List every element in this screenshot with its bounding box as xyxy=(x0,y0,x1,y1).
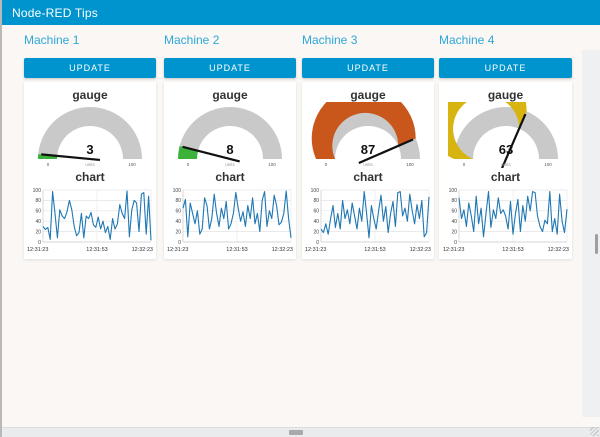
svg-text:100: 100 xyxy=(33,188,42,194)
update-button[interactable]: UPDATE xyxy=(24,58,156,78)
group-title: Machine 4 xyxy=(439,33,495,47)
svg-text:40: 40 xyxy=(313,219,319,225)
gauge-widget: 87 0 units 100 xyxy=(311,102,420,167)
dashboard-content: Machine 1 UPDATE gauge 3 0 units 100 chart … xyxy=(2,25,600,427)
svg-text:8: 8 xyxy=(226,142,233,157)
line-chart: 0 20 40 60 80 100 12:31:23 12:31:53 12:32:23 xyxy=(27,188,153,253)
line-chart: 0 20 40 60 80 100 12:31:23 12:31:53 12:32:23 xyxy=(167,188,293,253)
chart-title: chart xyxy=(490,170,521,184)
svg-text:0: 0 xyxy=(316,240,319,246)
svg-text:100: 100 xyxy=(406,162,414,167)
svg-text:0: 0 xyxy=(462,162,465,167)
svg-text:12:31:23: 12:31:23 xyxy=(167,247,188,253)
svg-text:100: 100 xyxy=(311,188,320,194)
svg-text:20: 20 xyxy=(313,229,319,235)
gauge-widget: 8 0 units 100 xyxy=(178,107,282,167)
svg-text:100: 100 xyxy=(544,162,552,167)
svg-text:40: 40 xyxy=(175,219,181,225)
svg-text:100: 100 xyxy=(268,162,276,167)
gauge-title: gauge xyxy=(72,88,108,102)
svg-text:80: 80 xyxy=(451,198,457,204)
svg-text:units: units xyxy=(85,162,95,167)
svg-text:12:32:23: 12:32:23 xyxy=(410,247,431,253)
widget-card: gauge 63 0 units 100 chart 0 20 40 60 80 100 12:3… xyxy=(439,82,572,259)
vertical-scrollbar-track[interactable] xyxy=(582,50,600,417)
svg-text:60: 60 xyxy=(35,209,41,215)
group-title: Machine 2 xyxy=(164,33,220,47)
svg-text:0: 0 xyxy=(187,162,190,167)
update-button[interactable]: UPDATE xyxy=(164,58,296,78)
gauge-title: gauge xyxy=(487,88,524,102)
svg-text:100: 100 xyxy=(448,188,457,194)
svg-text:12:31:53: 12:31:53 xyxy=(226,247,247,253)
machine-group: Machine 1 UPDATE gauge 3 0 units 100 chart … xyxy=(24,31,156,259)
svg-text:20: 20 xyxy=(451,229,457,235)
group-title: Machine 1 xyxy=(24,33,80,47)
svg-text:12:31:53: 12:31:53 xyxy=(364,247,385,253)
svg-text:12:31:23: 12:31:23 xyxy=(27,247,48,253)
chart-title: chart xyxy=(215,170,245,184)
gauge-widget: 63 0 units 100 xyxy=(447,102,558,168)
gauge-widget: 3 0 units 100 xyxy=(38,107,142,167)
widget-card: gauge 87 0 units 100 chart 0 20 40 60 80 100 12:3… xyxy=(302,82,434,259)
chart-title: chart xyxy=(75,170,105,184)
svg-text:80: 80 xyxy=(35,198,41,204)
svg-text:units: units xyxy=(363,162,373,167)
update-button[interactable]: UPDATE xyxy=(439,58,572,78)
update-button[interactable]: UPDATE xyxy=(302,58,434,78)
svg-text:3: 3 xyxy=(86,142,93,157)
horizontal-scrollbar-track[interactable] xyxy=(2,427,600,437)
chart-title: chart xyxy=(353,170,383,184)
svg-text:12:32:23: 12:32:23 xyxy=(132,247,153,253)
svg-text:12:31:53: 12:31:53 xyxy=(86,247,107,253)
svg-text:0: 0 xyxy=(325,162,328,167)
svg-text:0: 0 xyxy=(38,240,41,246)
svg-text:40: 40 xyxy=(451,219,457,225)
svg-text:60: 60 xyxy=(451,209,457,215)
svg-text:0: 0 xyxy=(47,162,50,167)
svg-text:60: 60 xyxy=(313,209,319,215)
svg-text:12:32:23: 12:32:23 xyxy=(272,247,293,253)
svg-text:12:31:23: 12:31:23 xyxy=(443,247,464,253)
svg-text:12:32:23: 12:32:23 xyxy=(547,247,568,253)
svg-text:20: 20 xyxy=(35,229,41,235)
gauge-title: gauge xyxy=(212,88,248,102)
svg-text:100: 100 xyxy=(173,188,182,194)
vertical-scrollbar-thumb[interactable] xyxy=(595,234,598,254)
line-chart: 0 20 40 60 80 100 12:31:23 12:31:53 12:32:23 xyxy=(443,188,569,253)
svg-text:units: units xyxy=(225,162,235,167)
machine-group: Machine 2 UPDATE gauge 8 0 units 100 chart … xyxy=(164,31,296,259)
group-title: Machine 3 xyxy=(302,33,358,47)
svg-text:80: 80 xyxy=(313,198,319,204)
window-resize-grip[interactable] xyxy=(590,427,599,436)
line-chart: 0 20 40 60 80 100 12:31:23 12:31:53 12:32:23 xyxy=(305,188,431,253)
svg-text:units: units xyxy=(501,162,511,167)
svg-text:12:31:53: 12:31:53 xyxy=(502,247,523,253)
svg-text:80: 80 xyxy=(175,198,181,204)
machine-group: Machine 3 UPDATE gauge 87 0 units 100 chart… xyxy=(302,31,434,259)
svg-text:100: 100 xyxy=(128,162,136,167)
svg-text:40: 40 xyxy=(35,219,41,225)
svg-text:20: 20 xyxy=(175,229,181,235)
app-header: Node-RED Tips xyxy=(2,0,600,25)
svg-text:63: 63 xyxy=(498,142,512,157)
svg-text:60: 60 xyxy=(175,209,181,215)
svg-text:0: 0 xyxy=(454,240,457,246)
widget-card: gauge 3 0 units 100 chart 0 20 40 60 80 100 12:31… xyxy=(24,82,156,259)
widget-card: gauge 8 0 units 100 chart 0 20 40 60 80 100 12:31… xyxy=(164,82,296,259)
svg-text:12:31:23: 12:31:23 xyxy=(305,247,326,253)
svg-text:0: 0 xyxy=(178,240,181,246)
machine-group: Machine 4 UPDATE gauge 63 0 units 100 chart… xyxy=(439,31,572,259)
horizontal-scrollbar-thumb[interactable] xyxy=(289,430,303,435)
svg-text:87: 87 xyxy=(361,142,375,157)
page-title: Node-RED Tips xyxy=(12,5,98,20)
gauge-title: gauge xyxy=(350,88,386,102)
